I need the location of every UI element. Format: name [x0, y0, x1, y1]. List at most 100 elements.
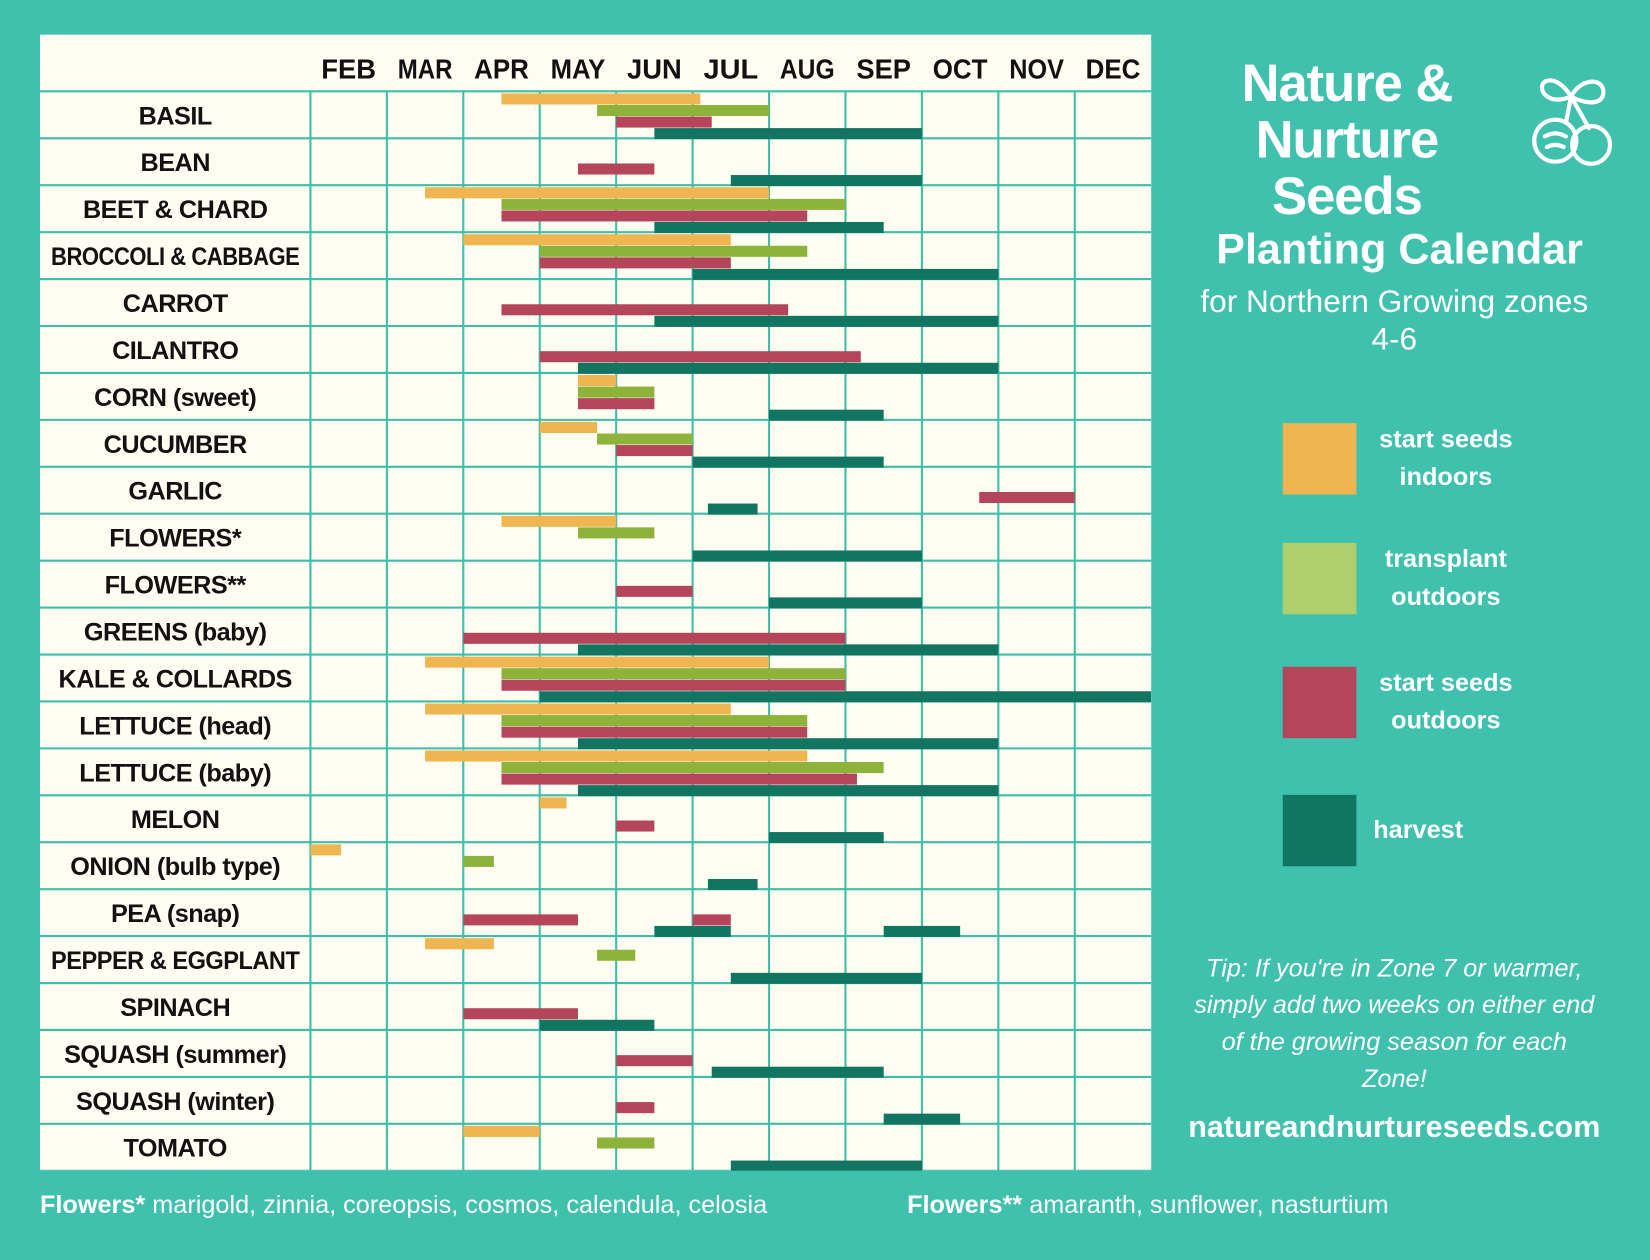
bar-indoors — [501, 515, 617, 527]
bar-indoors — [425, 187, 770, 199]
month-label-nov: NOV — [1009, 54, 1064, 85]
bar-harvest — [654, 128, 922, 140]
legend-item-outdoors: start seeds outdoors — [1282, 666, 1630, 739]
bar-transplant — [597, 949, 636, 961]
bar-transplant — [501, 715, 808, 727]
crop-label: KALE & COLLARDS — [59, 665, 292, 693]
bar-indoors — [577, 375, 617, 387]
bar-outdoors — [501, 679, 846, 691]
crop-label: SQUASH (summer) — [64, 1041, 286, 1069]
crop-label: BROCCOLI & CABBAGE — [51, 243, 299, 271]
bar-harvest — [707, 878, 758, 891]
footnote-text: marigold, zinnia, coreopsis, cosmos, cal… — [152, 1190, 768, 1220]
month-label-apr: APR — [474, 54, 529, 85]
bar-outdoors — [501, 304, 789, 316]
bar-transplant — [597, 104, 770, 117]
bar-outdoors — [616, 116, 712, 128]
bar-transplant — [539, 245, 808, 257]
crop-label: CUCUMBER — [104, 431, 247, 459]
bar-outdoors — [616, 1102, 655, 1114]
page-subtitle: for Northern Growing zones 4-6 — [1200, 284, 1589, 357]
crop-label: GARLIC — [128, 478, 222, 506]
crop-label: CORN (sweet) — [94, 384, 256, 412]
month-label-jul: JUL — [703, 54, 758, 85]
month-label-feb: FEB — [321, 54, 376, 85]
bar-outdoors — [501, 210, 808, 222]
bar-harvest — [654, 221, 884, 233]
bar-harvest — [769, 597, 922, 609]
crop-label: MELON — [131, 806, 220, 834]
bar-harvest — [577, 738, 999, 750]
bar-outdoors — [577, 398, 655, 410]
bar-transplant — [577, 386, 655, 398]
bar-indoors — [425, 703, 731, 715]
bar-indoors — [425, 750, 808, 762]
zone-tip: Tip: If you're in Zone 7 or warmer, simp… — [1194, 954, 1595, 1094]
crop-label: CARROT — [123, 290, 229, 318]
footnote-term: Flowers** — [907, 1190, 1023, 1220]
bar-harvest — [730, 1160, 922, 1171]
crop-label: TOMATO — [123, 1135, 226, 1163]
crop-label: PEA (snap) — [111, 900, 240, 928]
crop-label: LETTUCE (baby) — [79, 759, 271, 787]
bar-outdoors — [616, 820, 655, 832]
bar-outdoors — [463, 914, 578, 926]
footnote-flowers-2: Flowers** amaranth, sunflower, nasturtiu… — [907, 1191, 1388, 1220]
legend-label: start seeds indoors — [1379, 425, 1513, 492]
bar-harvest — [707, 503, 758, 515]
bar-harvest — [577, 362, 999, 374]
legend-item-transplant: transplant outdoors — [1282, 542, 1630, 615]
bar-outdoors — [616, 1055, 693, 1067]
legend-label: harvest — [1373, 815, 1464, 845]
bar-harvest — [730, 175, 922, 187]
crop-label: BEAN — [140, 149, 209, 177]
legend-item-harvest: harvest — [1282, 794, 1630, 867]
crop-label: BASIL — [139, 102, 212, 130]
crop-label: FLOWERS** — [105, 572, 247, 600]
brand-line1: Nature & — [1241, 53, 1454, 113]
crop-label: SQUASH (winter) — [76, 1088, 274, 1116]
legend-item-indoors: start seeds indoors — [1282, 423, 1630, 495]
month-label-mar: MAR — [398, 54, 453, 85]
chart-svg: FEB MAR APR MAY JUN JUL AUG SEP OCT NOV DEC BASIL BE… — [39, 54, 1152, 1171]
legend-swatch-outdoors — [1282, 666, 1357, 739]
bar-harvest — [577, 785, 999, 797]
bar-transplant — [463, 855, 494, 867]
crop-label: LETTUCE (head) — [79, 712, 271, 740]
bar-harvest — [692, 456, 884, 468]
bar-indoors — [425, 656, 770, 668]
legend-swatch-transplant — [1282, 542, 1357, 615]
bar-indoors — [539, 797, 567, 809]
crop-label: SPINACH — [120, 994, 230, 1022]
bar-transplant — [597, 433, 693, 445]
bar-harvest — [711, 1066, 884, 1078]
website-link[interactable]: natureandnurtureseeds.com — [1188, 1110, 1601, 1145]
page-title: Planting Calendar — [1216, 224, 1583, 273]
bar-transplant — [501, 668, 846, 680]
bar-outdoors — [616, 585, 693, 597]
crop-label: BEET & CHARD — [83, 196, 268, 224]
bar-harvest — [654, 925, 731, 937]
month-label-aug: AUG — [780, 54, 835, 85]
bar-harvest — [692, 268, 999, 280]
bar-indoors — [501, 93, 701, 105]
legend-swatch-indoors — [1282, 423, 1357, 495]
bar-harvest — [769, 832, 884, 844]
bar-transplant — [577, 527, 655, 539]
month-label-dec: DEC — [1086, 54, 1141, 85]
crop-label: PEPPER & EGGPLANT — [51, 947, 300, 975]
brand-line2: Nurture Seeds — [1255, 110, 1440, 226]
bar-outdoors — [979, 491, 1075, 504]
legend-label: start seeds outdoors — [1379, 668, 1513, 735]
footnote-text: amaranth, sunflower, nasturtium — [1029, 1190, 1389, 1220]
bar-outdoors — [539, 257, 731, 269]
legend-label: transplant outdoors — [1384, 544, 1507, 612]
crop-label: FLOWERS* — [109, 525, 242, 553]
crop-label: GREENS (baby) — [84, 619, 267, 647]
bar-indoors — [425, 938, 494, 950]
bar-outdoors — [463, 632, 846, 644]
bar-transplant — [501, 198, 846, 210]
bar-indoors — [539, 421, 598, 433]
brand-name: Nature & Nurture Seeds — [1179, 55, 1516, 225]
